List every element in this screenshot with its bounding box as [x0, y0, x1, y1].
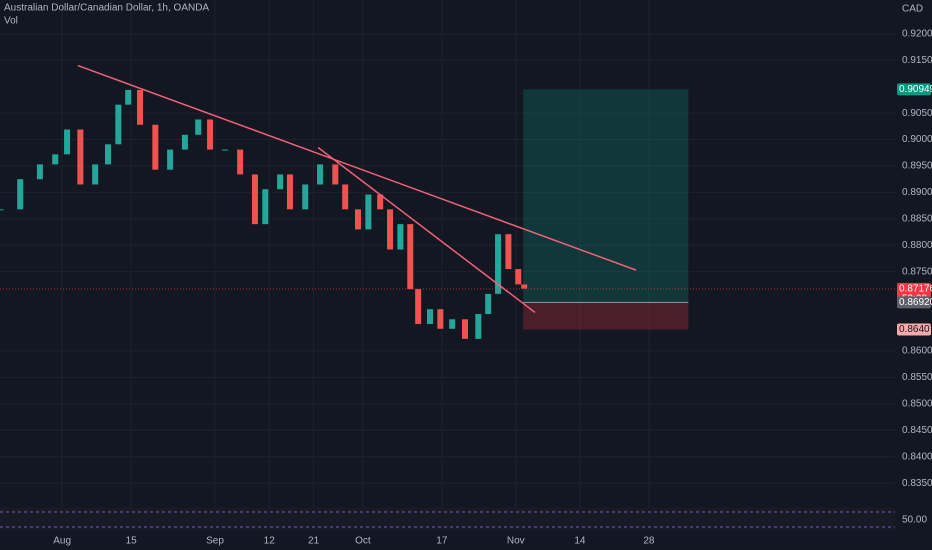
candle [115, 104, 122, 145]
candle [415, 289, 422, 325]
price-label: 0.86920 [899, 297, 932, 308]
candle [286, 174, 293, 210]
candle [17, 179, 24, 210]
trendline [317, 146, 536, 314]
x-tick-label: 28 [643, 536, 655, 547]
target-zone [523, 89, 689, 303]
candle [77, 129, 84, 185]
candle [64, 129, 71, 155]
currency-label: CAD [902, 4, 923, 15]
candle [221, 149, 228, 151]
candle [485, 293, 492, 314]
position-box [523, 89, 689, 330]
candle [342, 184, 349, 210]
candle [449, 319, 456, 329]
candle [92, 164, 99, 185]
indicator-label: Vol [4, 16, 18, 27]
grid [0, 0, 895, 530]
x-tick-label: 15 [126, 536, 138, 547]
price-label: 0.86407 [899, 324, 932, 335]
x-tick-label: 12 [264, 536, 276, 547]
candle [317, 164, 324, 185]
candle [195, 119, 202, 135]
candle [505, 234, 512, 270]
price-label-bg [897, 83, 931, 96]
candle [426, 309, 433, 325]
x-tick-label: 21 [308, 536, 320, 547]
x-tick-label: Oct [355, 536, 371, 547]
x-tick-label: Nov [507, 536, 525, 547]
candle [407, 224, 414, 290]
candle [302, 184, 309, 210]
candle [515, 269, 522, 285]
rsi-panel [0, 508, 895, 530]
candle [152, 124, 159, 170]
candle [277, 174, 284, 190]
trendline [77, 64, 637, 271]
rsi-level-label: 50.00 [902, 515, 927, 526]
symbol-title: Australian Dollar/Canadian Dollar, 1h, O… [4, 3, 209, 14]
price-label-bg [897, 323, 931, 336]
x-tick-label: Sep [206, 536, 224, 547]
candle [475, 313, 482, 339]
candle [495, 234, 502, 294]
y-tick-label: 0.83500 [902, 478, 932, 489]
candle [332, 164, 339, 185]
candle [365, 194, 372, 230]
candle [355, 209, 361, 230]
candle [167, 149, 174, 170]
candle [52, 154, 59, 165]
x-tick-label: 14 [574, 536, 586, 547]
stop-zone [523, 302, 689, 330]
candle [137, 89, 144, 125]
candle [237, 149, 244, 175]
plot [0, 64, 895, 339]
candle [36, 164, 43, 180]
candle [181, 134, 188, 150]
candle [0, 209, 4, 211]
candle [207, 119, 214, 150]
candle [377, 194, 384, 210]
price-label-bg [897, 296, 931, 309]
x-tick-label: 17 [436, 536, 448, 547]
candle [397, 224, 404, 250]
candle [251, 174, 258, 225]
price-label: 0.90949 [899, 84, 932, 95]
candle [104, 144, 111, 165]
candle [387, 209, 394, 250]
price-label: 0.87176 [899, 283, 932, 294]
candle [521, 284, 528, 289]
candle [437, 309, 444, 329]
candle [125, 89, 132, 105]
candle [462, 319, 469, 339]
x-tick-label: Aug [53, 536, 71, 547]
candle [262, 189, 269, 225]
